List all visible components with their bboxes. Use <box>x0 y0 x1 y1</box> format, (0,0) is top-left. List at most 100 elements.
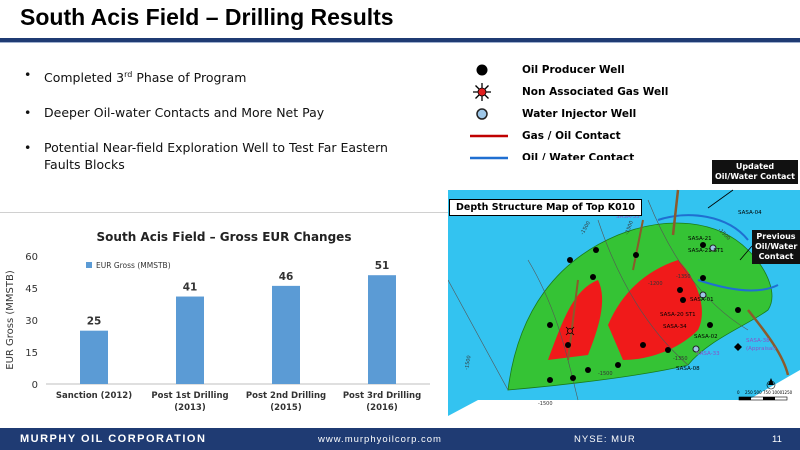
legend-swatch <box>86 262 92 268</box>
bar-value-label: 41 <box>183 282 198 294</box>
page-number: 11 <box>772 434 782 445</box>
x-tick-label: Post 2nd Drilling <box>246 391 326 401</box>
bullet-text: Completed 3 <box>44 70 125 86</box>
y-axis-label: EUR Gross (MMSTB) <box>5 270 16 370</box>
bullet-item: • Completed 3rd Phase of Program <box>24 66 404 86</box>
footer-company: MURPHY OIL CORPORATION <box>20 433 207 445</box>
scale-label: 750 <box>763 390 771 395</box>
bullet-text-after: Phase of Program <box>132 70 247 86</box>
scale-label: 0 <box>737 390 740 395</box>
legend-label: Non Associated Gas Well <box>522 86 669 98</box>
legend-item-water-injector: Water Injector Well <box>470 104 670 126</box>
y-tick-label: 30 <box>25 316 38 327</box>
oil-producer-wells <box>547 242 741 383</box>
well-label: SASA-20 ST1 <box>660 312 696 318</box>
contour-label: -1500 <box>624 220 635 236</box>
map-scale-bar: 0 250 500 750 1000 1250 <box>737 390 793 401</box>
callout-pointer <box>707 189 734 209</box>
callout-pointer <box>739 245 753 261</box>
y-tick-label: 0 <box>32 380 38 391</box>
bar <box>272 285 300 384</box>
bullet-item: • Potential Near-field Exploration Well … <box>24 139 404 173</box>
bullet-dot-icon: • <box>24 140 32 156</box>
gas-well-marker <box>565 326 575 336</box>
red-line-icon <box>470 134 508 138</box>
callout-updated-owc: Updated Oil/Water Contact <box>712 160 798 184</box>
bullet-dot-icon: • <box>24 67 32 82</box>
bullet-list: • Completed 3rd Phase of Program • Deepe… <box>24 66 404 191</box>
bar-value-label: 25 <box>87 316 102 328</box>
black-dot-icon <box>476 64 488 76</box>
x-tick-label: (2015) <box>270 403 302 413</box>
y-tick-label: 60 <box>25 252 38 263</box>
open-circle-icon <box>476 108 488 120</box>
well-label: (Appraisal) <box>746 346 776 352</box>
contour-label: -1350 <box>676 274 691 280</box>
well-label: SASA-02 <box>694 334 718 340</box>
bullet-text: Potential Near-field Exploration Well to… <box>44 140 388 173</box>
scale-label: 500 <box>754 390 762 395</box>
x-tick-label: (2013) <box>174 403 206 413</box>
bar <box>368 275 396 384</box>
bar <box>176 296 204 384</box>
well-label: SASA-38 <box>746 338 770 344</box>
contour-label: -1200 <box>648 281 663 287</box>
blue-line-icon <box>470 156 508 160</box>
footer-website: www.murphyoilcorp.com <box>318 434 442 445</box>
title-underline-thin <box>0 42 800 43</box>
well-label: SASA-04 <box>738 210 762 216</box>
scale-label: 1250 <box>782 390 793 395</box>
gas-star-icon <box>473 83 491 101</box>
legend-label: Oil Producer Well <box>522 64 625 76</box>
slide-title: South Acis Field – Drilling Results <box>20 4 394 30</box>
well-label: SASA-08 <box>676 366 700 372</box>
well-label: SASA-33 <box>696 351 720 357</box>
contour-label: -1500 <box>538 401 553 407</box>
title-underline <box>0 38 800 42</box>
legend-item-gas-well: Non Associated Gas Well <box>470 82 670 104</box>
legend-item-oil-producer: Oil Producer Well <box>470 60 670 82</box>
eur-chart: South Acis Field – Gross EUR Changes 0 15… <box>0 222 448 422</box>
north-arrow-icon <box>766 378 776 390</box>
well-label: SASA-21 ST1 <box>688 248 724 254</box>
bar-value-label: 51 <box>375 260 390 272</box>
well-label: SASA-35 <box>616 214 640 220</box>
legend-label: Water Injector Well <box>522 108 637 120</box>
scale-label: 1000 <box>772 390 783 395</box>
x-tick-label: Post 1st Drilling <box>151 391 228 401</box>
map-title-box: Depth Structure Map of Top K010 <box>449 199 642 216</box>
scale-label: 250 <box>745 390 753 395</box>
contour-label: -1500 <box>598 371 613 377</box>
well-labels: SASA-35 SASA-04 SASA-21 SASA-21 ST1 SASA… <box>616 210 776 372</box>
x-tick-label: Post 3rd Drilling <box>343 391 421 401</box>
well-label: SASA-21 <box>688 236 712 242</box>
contour-label: -1500 <box>464 355 472 370</box>
bar-value-label: 46 <box>279 271 294 283</box>
structure-map: SASA-35 SASA-04 SASA-21 SASA-21 ST1 SASA… <box>447 160 800 416</box>
bullet-text: Deeper Oil-water Contacts and More Net P… <box>44 105 325 121</box>
water-injector-wells <box>692 244 717 353</box>
y-tick-label: 15 <box>25 348 38 359</box>
well-label: SASA-34 <box>663 324 687 330</box>
bar <box>80 330 108 384</box>
footer-bar: MURPHY OIL CORPORATION www.murphyoilcorp… <box>0 428 800 450</box>
bullet-dot-icon: • <box>24 105 32 121</box>
legend-label: Gas / Oil Contact <box>522 130 621 142</box>
bullet-item: • Deeper Oil-water Contacts and More Net… <box>24 104 404 121</box>
map-legend: Oil Producer Well Non Associated Gas Wel… <box>470 60 670 170</box>
bullet-sup: rd <box>124 70 133 79</box>
section-divider <box>0 212 448 213</box>
diamond-marker <box>734 343 742 351</box>
legend-label: EUR Gross (MMSTB) <box>96 261 171 270</box>
chart-svg: 0 15 30 45 60 EUR Gross (MMSTB) EUR Gross (MMS… <box>5 252 430 413</box>
x-tick-label: (2016) <box>366 403 398 413</box>
legend-item-gas-oil-contact: Gas / Oil Contact <box>470 126 670 148</box>
callout-previous-owc: Previous Oil/Water Contact <box>752 230 800 264</box>
chart-title: South Acis Field – Gross EUR Changes <box>96 230 352 244</box>
contour-label: -1350 <box>673 356 688 362</box>
structure-map-svg: SASA-35 SASA-04 SASA-21 SASA-21 ST1 SASA… <box>447 160 800 416</box>
well-label: SASA-01 <box>690 297 714 303</box>
footer-ticker: NYSE: MUR <box>574 434 636 445</box>
gas-cap-central <box>608 260 702 360</box>
y-tick-label: 45 <box>25 284 38 295</box>
